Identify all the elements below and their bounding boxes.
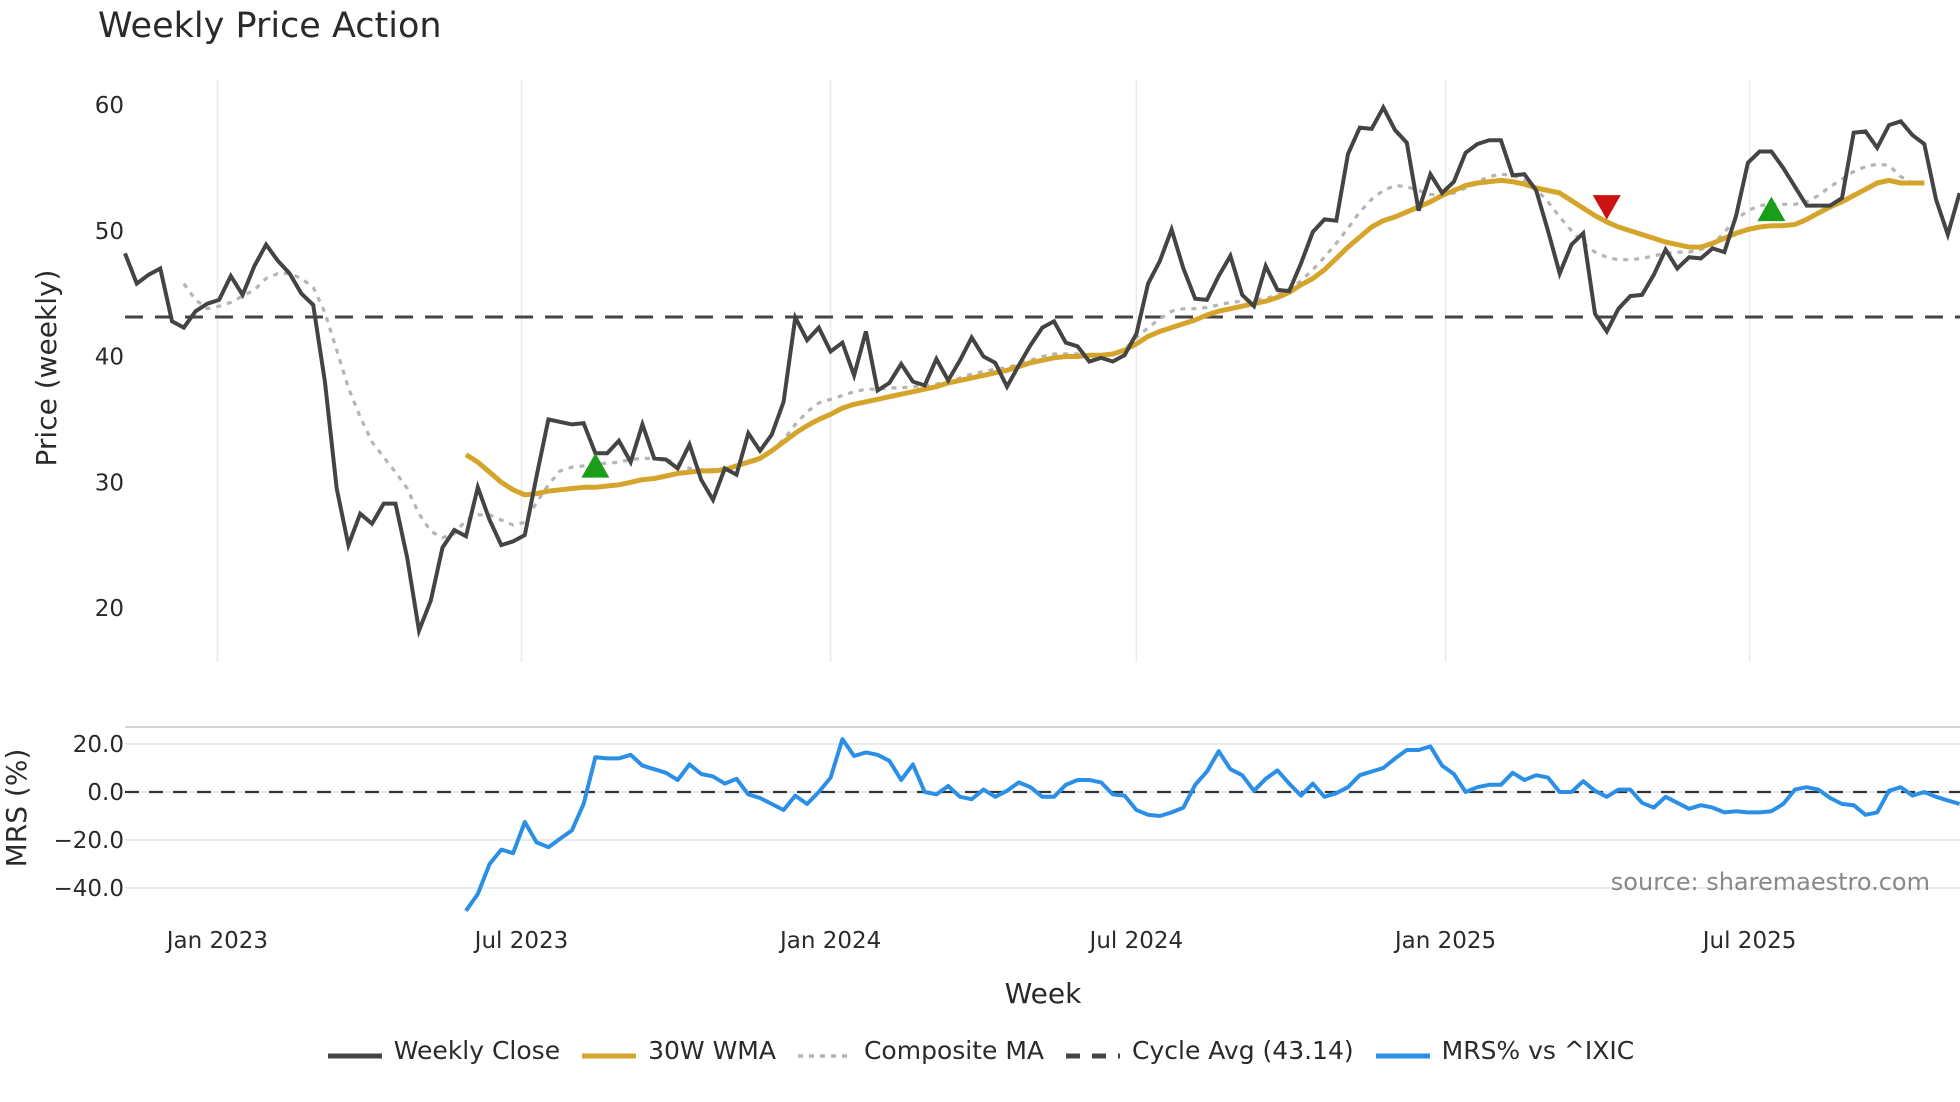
legend-swatch-solid-line-icon [580, 1042, 638, 1060]
x-tick-label: Jan 2023 [165, 928, 268, 954]
mrs-y-axis-label: MRS (%) [0, 749, 33, 868]
legend-item[interactable]: 30W WMA [580, 1036, 776, 1065]
legend-item[interactable]: Cycle Avg (43.14) [1064, 1036, 1354, 1065]
legend-label: Composite MA [863, 1036, 1045, 1065]
mrs-y-tick-label: 0.0 [87, 780, 124, 806]
price-y-axis-label: Price (weekly) [30, 270, 63, 467]
x-tick-label: Jul 2025 [1701, 928, 1797, 954]
price-y-tick-label: 40 [95, 345, 124, 371]
price-y-axis-ticks: 20 30 40 50 60 [95, 93, 124, 622]
mrs-y-tick-label: 20.0 [73, 732, 124, 758]
legend-label: Cycle Avg (43.14) [1132, 1036, 1354, 1065]
x-tick-label: Jan 2024 [778, 928, 881, 954]
legend-item[interactable]: Composite MA [796, 1036, 1044, 1065]
legend-label: MRS% vs ^IXIC [1441, 1036, 1635, 1065]
price-y-tick-label: 30 [95, 470, 124, 496]
wma-30w-line [464, 177, 1925, 498]
price-gridlines [216, 80, 1751, 662]
composite-ma-line [182, 162, 1925, 540]
source-note: source: sharemaestro.com [1611, 868, 1930, 896]
price-y-tick-label: 60 [95, 93, 124, 119]
legend-label: 30W WMA [648, 1036, 776, 1065]
mrs-line [464, 737, 1960, 912]
x-tick-label: Jul 2024 [1088, 928, 1184, 954]
legend-item[interactable]: Weekly Close [326, 1036, 560, 1065]
signal-markers [581, 195, 1786, 478]
x-axis-label: Week [1005, 977, 1082, 1010]
mrs-y-tick-label: −20.0 [54, 828, 124, 854]
mrs-y-tick-label: −40.0 [54, 876, 124, 902]
x-tick-label: Jul 2023 [473, 928, 569, 954]
chart-canvas: 20 30 40 50 60 −40.0 −20.0 0.0 20.0 Jan 2023 Jul… [0, 80, 1960, 1010]
legend-swatch-dotted-line-icon [796, 1042, 854, 1060]
chart-title: Weekly Price Action [98, 6, 442, 46]
buy-signal-triangle-up-icon [581, 453, 610, 478]
sell-signal-triangle-down-icon [1592, 195, 1621, 220]
x-tick-label: Jan 2025 [1393, 928, 1496, 954]
mrs-gridlines [125, 743, 1960, 889]
legend-label: Weekly Close [393, 1036, 561, 1065]
x-axis-ticks: Jan 2023 Jul 2023 Jan 2024 Jul 2024 Jan 2025… [165, 928, 1797, 954]
mrs-y-axis-ticks: −40.0 −20.0 0.0 20.0 [54, 732, 124, 902]
price-y-tick-label: 20 [95, 596, 124, 622]
legend: Weekly Close 30W WMA Composite MA Cycle Avg… [0, 1036, 1960, 1065]
legend-swatch-dashed-line-icon [1064, 1042, 1122, 1060]
legend-swatch-solid-line-icon [1374, 1042, 1432, 1060]
legend-item[interactable]: MRS% vs ^IXIC [1374, 1036, 1635, 1065]
price-y-tick-label: 50 [95, 219, 124, 245]
weekly-close-line [123, 103, 1960, 639]
legend-swatch-solid-line-icon [326, 1042, 384, 1060]
buy-signal-triangle-up-icon [1757, 196, 1786, 222]
